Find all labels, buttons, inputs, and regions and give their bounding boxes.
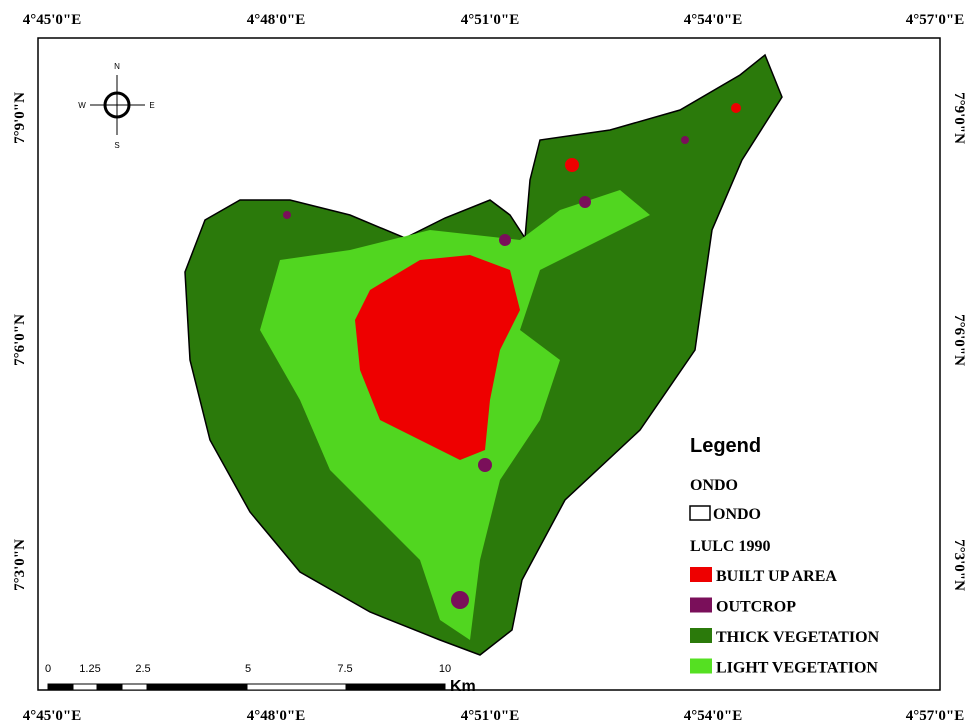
coordinate-label: 4°48'0"E bbox=[247, 708, 306, 724]
scale-label: 0 bbox=[45, 663, 51, 675]
legend-swatch bbox=[690, 659, 712, 674]
legend-item: ONDO bbox=[713, 506, 761, 523]
coordinate-label: 4°51'0"E bbox=[461, 708, 520, 724]
legend-item: OUTCROP bbox=[716, 599, 796, 616]
scale-label: 1.25 bbox=[79, 663, 100, 675]
boundary-swatch bbox=[690, 506, 710, 520]
map-figure: 4°45'0"E 4°45'0"E 4°48'0"E 4°48'0"E 4°51'0"E… bbox=[0, 0, 977, 726]
legend-swatch bbox=[690, 567, 712, 582]
coordinate-label: 4°57'0"E bbox=[906, 708, 965, 724]
coordinate-label: 7°6'0"N bbox=[951, 314, 967, 366]
coordinate-label: 7°6'0"N bbox=[12, 314, 28, 366]
compass-label: W bbox=[78, 101, 86, 110]
coordinate-label: 7°9'0"N bbox=[12, 92, 28, 144]
legend-title: Legend bbox=[690, 435, 761, 457]
coordinate-label: 4°48'0"E bbox=[247, 12, 306, 28]
scale-label: 7.5 bbox=[337, 663, 352, 675]
scale-label: 2.5 bbox=[135, 663, 150, 675]
legend-layer: LULC 1990 bbox=[690, 538, 770, 555]
compass-label: S bbox=[114, 141, 119, 150]
scale-bar bbox=[48, 684, 445, 690]
scale-unit: Km bbox=[450, 678, 476, 695]
legend-swatch bbox=[690, 628, 712, 643]
legend-layer: ONDO bbox=[690, 477, 738, 494]
coordinate-label: 4°45'0"E bbox=[23, 708, 82, 724]
coordinate-label: 4°54'0"E bbox=[684, 12, 743, 28]
coordinate-label: 4°57'0"E bbox=[906, 12, 965, 28]
coordinate-label: 7°9'0"N bbox=[951, 92, 967, 144]
legend-item: BUILT UP AREA bbox=[716, 568, 837, 585]
scale-label: 10 bbox=[439, 663, 451, 675]
compass-label: N bbox=[114, 62, 120, 71]
coordinate-label: 7°3'0"N bbox=[951, 539, 967, 591]
coordinate-label: 4°45'0"E bbox=[23, 12, 82, 28]
legend-item: THICK VEGETATION bbox=[716, 629, 880, 646]
legend-swatch bbox=[690, 598, 712, 613]
coordinate-label: 4°54'0"E bbox=[684, 708, 743, 724]
coordinate-label: 7°3'0"N bbox=[12, 539, 28, 591]
scale-label: 5 bbox=[245, 663, 251, 675]
legend-item: LIGHT VEGETATION bbox=[716, 660, 878, 677]
coordinate-label: 4°51'0"E bbox=[461, 12, 520, 28]
compass-label: E bbox=[149, 101, 154, 110]
